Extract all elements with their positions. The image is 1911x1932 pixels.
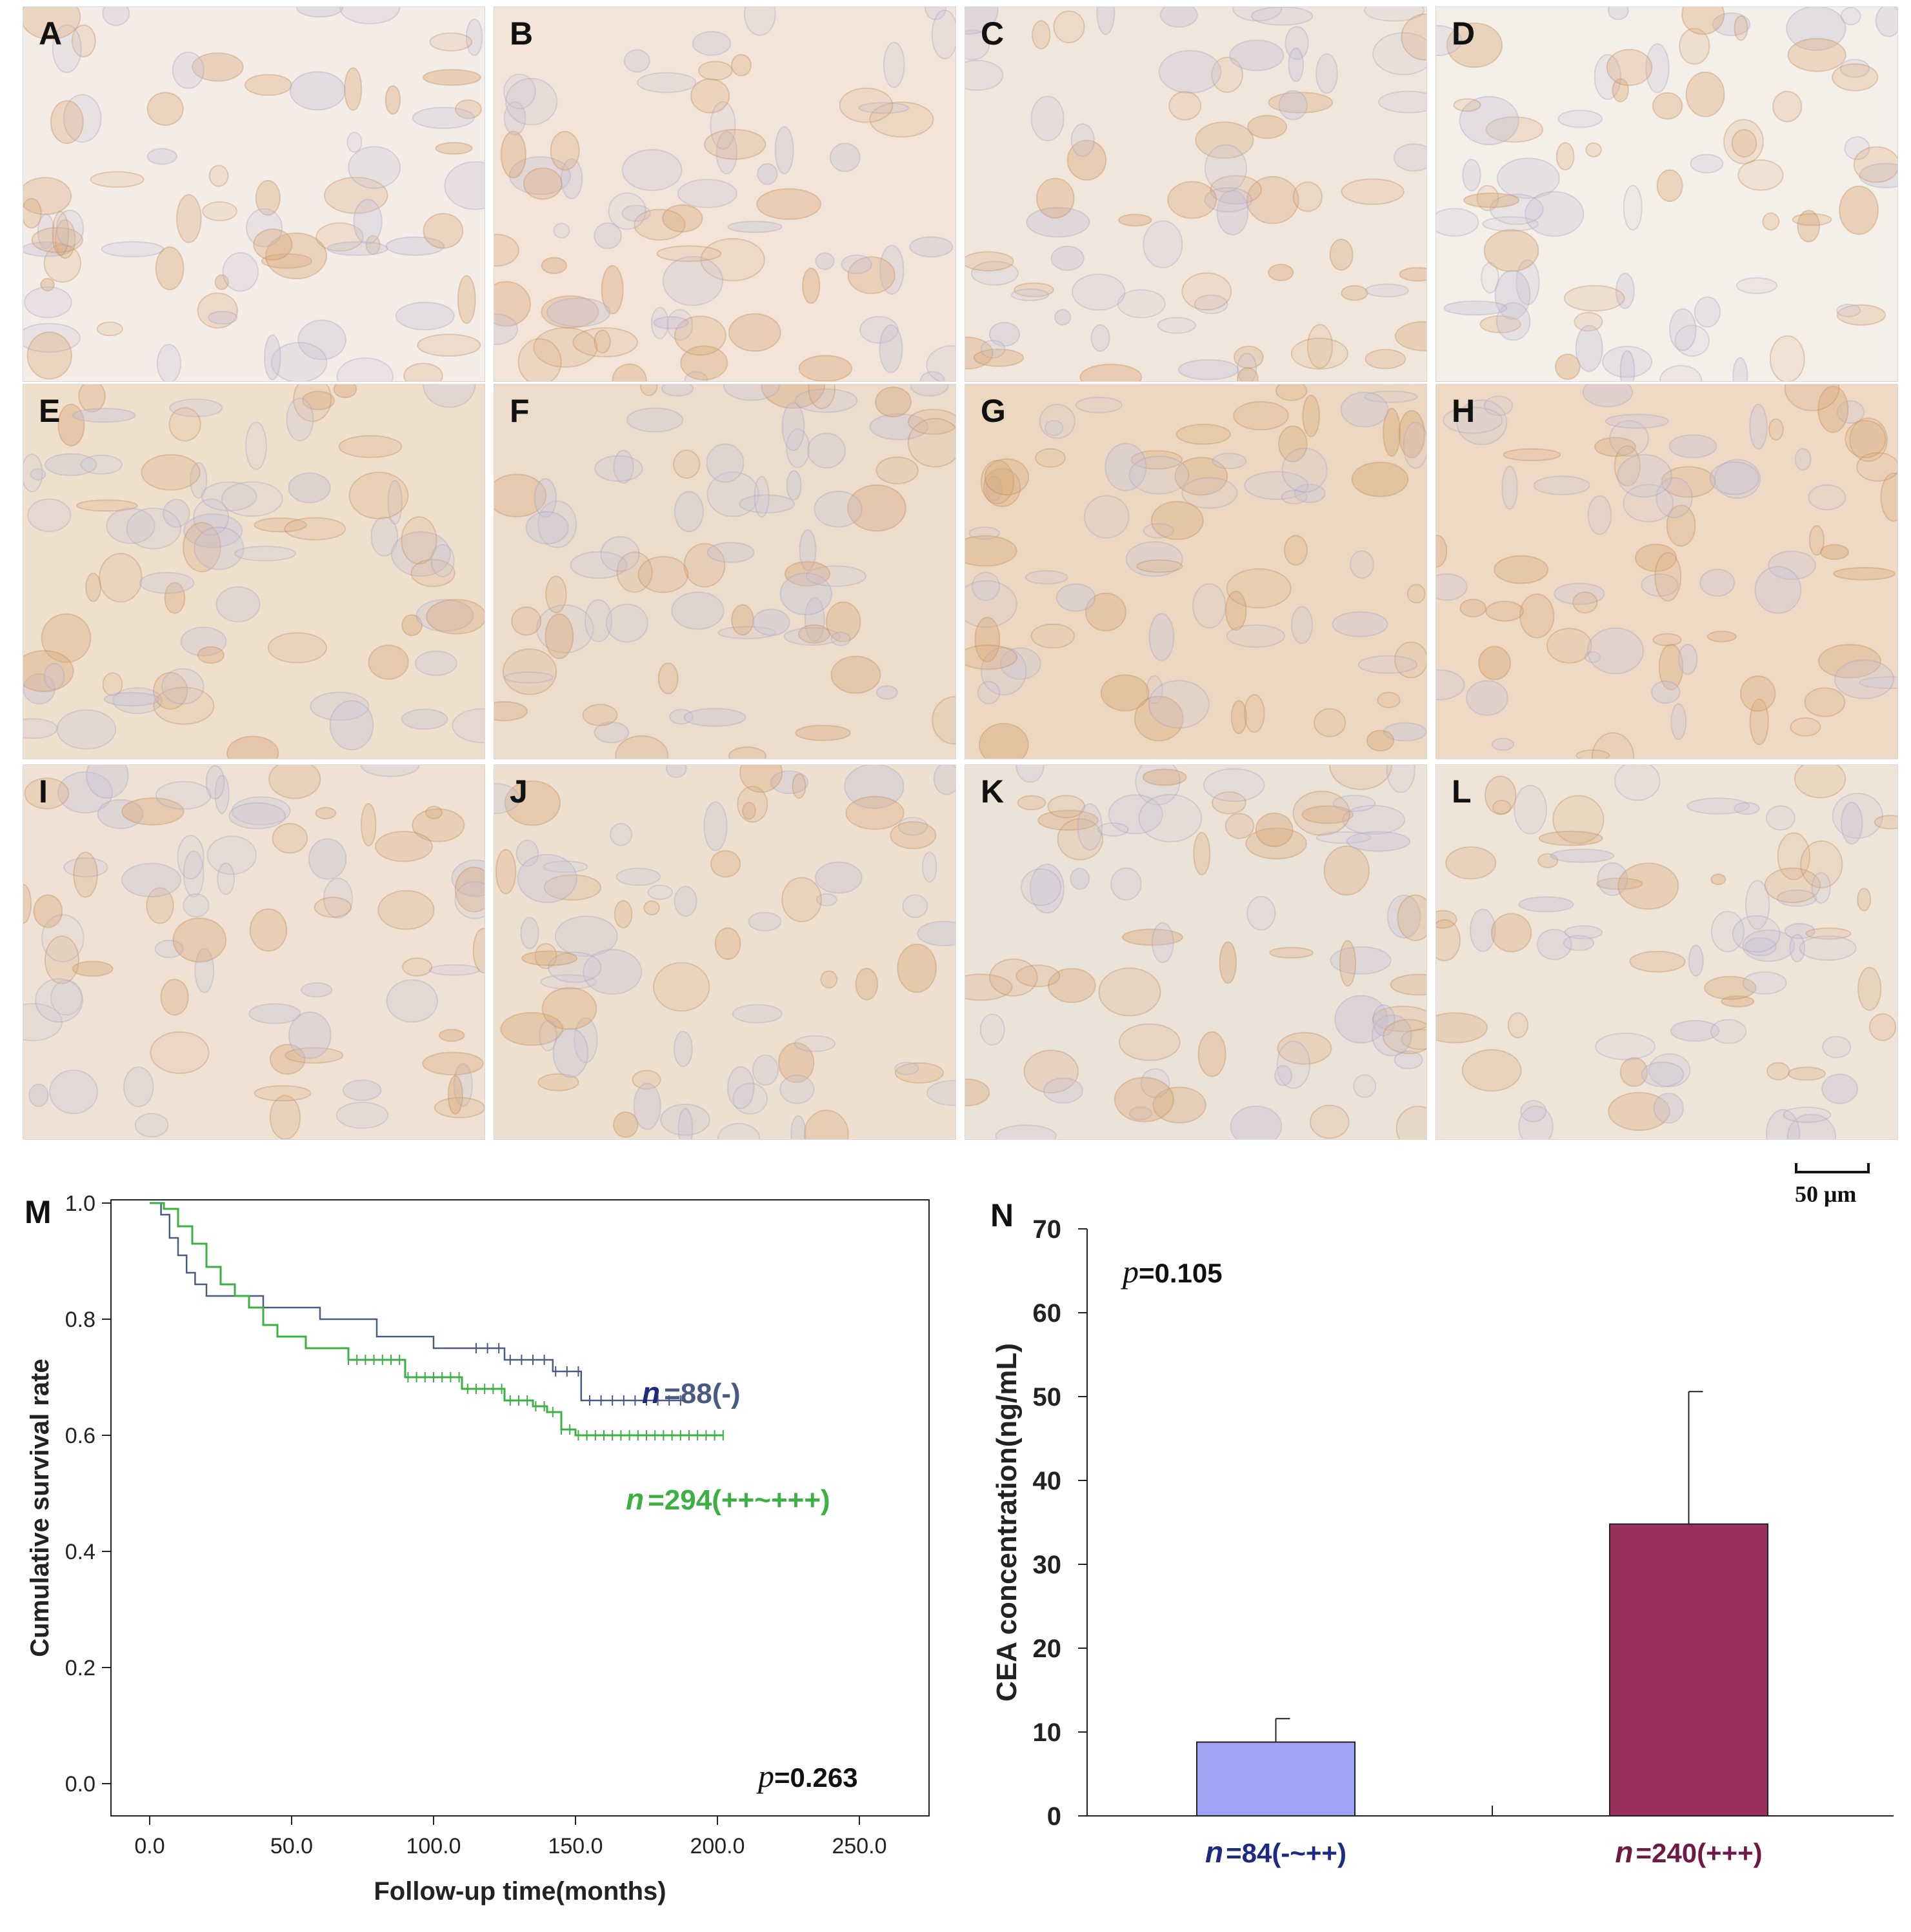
y-tick-label: 70	[1033, 1215, 1062, 1244]
micrograph-panel-a: A	[23, 6, 485, 382]
p-value-text: =0.263	[774, 1762, 858, 1793]
y-tick-label: 1.0	[65, 1191, 95, 1216]
tissue-texture	[23, 765, 485, 1139]
micrograph-panel-c: C	[965, 6, 1427, 382]
micrograph-panel-b: B	[494, 6, 956, 382]
micrograph-label: C	[981, 15, 1005, 52]
micrograph-panel-d: D	[1436, 6, 1898, 382]
micrograph-label: G	[981, 393, 1006, 429]
p-symbol: p	[1121, 1253, 1139, 1290]
p-value-text: =0.105	[1139, 1258, 1223, 1288]
p-value: p=0.105	[1121, 1253, 1223, 1290]
survival-line-negative	[150, 1202, 684, 1402]
plot-frame	[110, 1199, 930, 1817]
x-tick-label: 50.0	[270, 1834, 313, 1858]
micrograph-label: D	[1452, 15, 1476, 52]
y-tick-label: 60	[1033, 1299, 1062, 1328]
scale-bar	[1795, 1163, 1870, 1173]
p-symbol: p	[756, 1758, 774, 1794]
y-tick-label: 0.2	[65, 1656, 95, 1680]
y-tick-label: 0.0	[65, 1772, 95, 1797]
tissue-texture	[965, 7, 1426, 381]
micrograph-label: H	[1452, 393, 1476, 429]
category-n: n	[1615, 1835, 1633, 1869]
y-tick-label: 0.4	[65, 1540, 95, 1564]
x-tick-label: 250.0	[832, 1834, 886, 1858]
cea-bar-chart: 0 10 20 30 40 50 60 70 CEA concentration(ng/mL) n…	[991, 1215, 1894, 1869]
tissue-texture	[23, 384, 485, 759]
micrograph-panel-e: E	[23, 384, 485, 759]
micrograph-label: J	[510, 773, 528, 810]
category-n: n	[1205, 1835, 1223, 1869]
survival-chart: 0.0 0.2 0.4 0.6 0.8 1.0 0.0 50.0 100.0 150.0 200.0…	[26, 1191, 930, 1906]
x-tick-label: 100.0	[406, 1834, 461, 1858]
micrograph-panel-l: L	[1436, 764, 1898, 1140]
micrograph-panel-f: F	[494, 384, 956, 759]
y-tick-label: 0.8	[65, 1308, 95, 1332]
tissue-texture	[1436, 7, 1897, 381]
bar-low	[1196, 1741, 1356, 1817]
tissue-texture	[494, 7, 955, 381]
tissue-texture	[494, 765, 955, 1139]
category-text: =84(-~++)	[1226, 1838, 1346, 1868]
y-tick-label: 40	[1033, 1467, 1062, 1495]
tissue-texture	[1436, 384, 1897, 759]
tissue-texture	[1436, 765, 1897, 1139]
bar-high	[1609, 1523, 1768, 1817]
micrograph-label: L	[1452, 773, 1472, 810]
micrograph-panel-k: K	[965, 764, 1427, 1140]
y-tick-label: 0.6	[65, 1424, 95, 1448]
micrograph-panel-g: G	[965, 384, 1427, 759]
micrograph-label: A	[39, 15, 63, 52]
micrograph-label: B	[510, 15, 534, 52]
tissue-texture	[23, 7, 485, 381]
y-tick-label: 0	[1047, 1802, 1061, 1831]
legend-n: n	[642, 1376, 660, 1409]
micrograph-label: I	[39, 773, 48, 810]
scale-bar-label: 50 μm	[1795, 1181, 1857, 1207]
y-tick-label: 50	[1033, 1383, 1062, 1411]
micrograph-panel-h: H	[1436, 384, 1898, 759]
micrograph-label: K	[981, 773, 1005, 810]
y-axis-label: Cumulative survival rate	[26, 1359, 54, 1657]
micrograph-label: E	[39, 393, 61, 429]
p-value: p=0.263	[756, 1758, 858, 1794]
category-label: n=240(+++)	[1615, 1835, 1762, 1869]
y-tick-label: 10	[1033, 1718, 1062, 1747]
tissue-texture	[494, 384, 955, 759]
x-tick-label: 0.0	[134, 1834, 165, 1858]
tissue-texture	[965, 384, 1426, 759]
micrograph-panel-j: J	[494, 764, 956, 1140]
legend-n: n	[626, 1482, 644, 1516]
y-axis-label: CEA concentration(ng/mL)	[991, 1343, 1023, 1702]
x-tick-label: 150.0	[548, 1834, 603, 1858]
x-tick-label: 200.0	[690, 1834, 745, 1858]
legend-positive: n =294(++~+++)	[626, 1482, 830, 1516]
category-text: =240(+++)	[1636, 1838, 1762, 1868]
y-tick-label: 20	[1033, 1635, 1062, 1663]
x-axis-label: Follow-up time(months)	[374, 1877, 666, 1906]
figure-m-label: M	[25, 1194, 52, 1230]
tissue-texture	[965, 765, 1426, 1139]
legend-label: =88(-)	[664, 1378, 741, 1409]
micrograph-label: F	[510, 393, 530, 429]
legend-label: =294(++~+++)	[648, 1484, 830, 1516]
figure-n-label: N	[990, 1197, 1014, 1233]
micrograph-panel-i: I	[23, 764, 485, 1140]
category-label: n=84(-~++)	[1205, 1835, 1346, 1869]
y-tick-label: 30	[1033, 1551, 1062, 1579]
legend-negative: n =88(-)	[642, 1376, 741, 1409]
